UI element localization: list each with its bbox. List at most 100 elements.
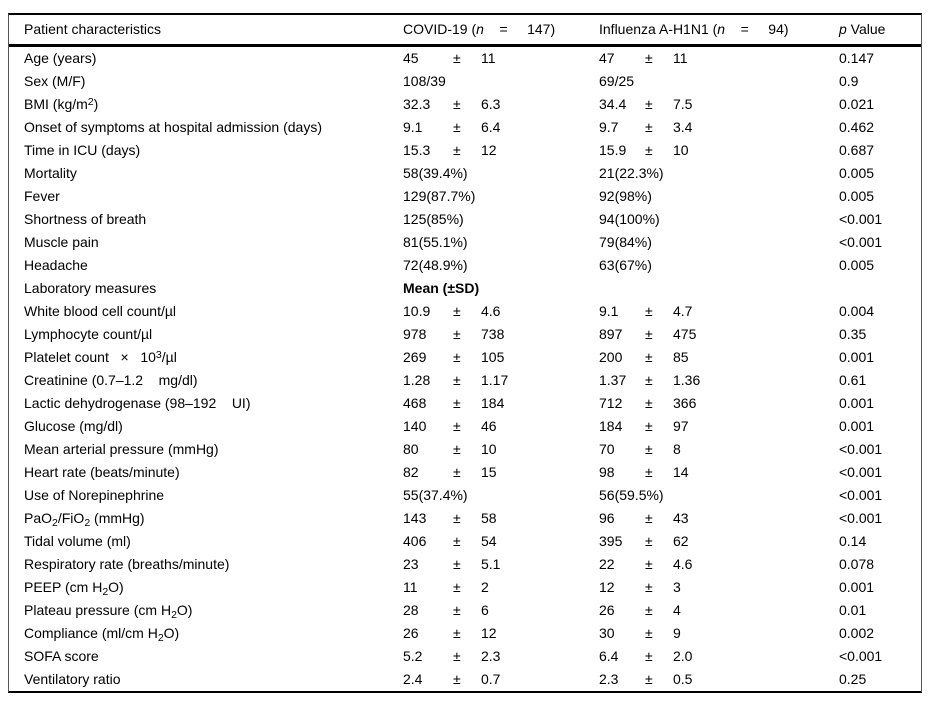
mean-value: 9.1: [403, 119, 423, 135]
table-row: White blood cell count/µl 10.9 ±4.6 9.1 ±4…: [9, 300, 921, 323]
plus-minus-symbol: ±: [645, 326, 653, 342]
mean-value: 22: [599, 556, 615, 572]
row-label: Creatinine (0.7–1.2 mg/dl): [24, 372, 198, 388]
mean-value: 96: [599, 510, 615, 526]
influenza-value-cell: 21(22.3%): [599, 162, 839, 185]
table-row: Muscle pain 81(55.1%) 79(84%) <0.001: [9, 231, 921, 254]
covid-value-cell: 55(37.4%): [403, 484, 599, 507]
influenza-value-cell: 79(84%): [599, 231, 839, 254]
patient-characteristics-table: Patient characteristics COVID-19 (n = 14…: [8, 13, 922, 693]
p-value-cell: 0.687: [839, 142, 875, 158]
row-label: White blood cell count/µl: [24, 303, 177, 319]
plus-minus-symbol: ±: [453, 510, 461, 526]
mean-value: 395: [599, 533, 623, 549]
mean-value: 5.2: [403, 648, 423, 664]
table-row: PEEP (cm H2O) 11 ±2 12 ±3 0.001: [9, 576, 921, 599]
sd-value: 0.5: [673, 671, 693, 687]
sd-value: 475: [673, 326, 697, 342]
plus-minus-symbol: ±: [645, 602, 653, 618]
sd-value: 4.6: [673, 556, 693, 572]
plus-minus-symbol: ±: [645, 441, 653, 457]
row-label: Onset of symptoms at hospital admission …: [24, 119, 323, 135]
mean-value: 82: [403, 464, 419, 480]
mean-value: 468: [403, 395, 427, 411]
row-label: Heart rate (beats/minute): [24, 464, 180, 480]
row-label: Headache: [24, 257, 88, 273]
mean-value: 140: [403, 418, 427, 434]
p-value-header-rest: Value: [846, 21, 886, 37]
plus-minus-symbol: ±: [645, 556, 653, 572]
p-value-cell: <0.001: [839, 648, 883, 664]
influenza-value-cell: 47 ±11: [599, 47, 839, 70]
plus-minus-symbol: ±: [453, 579, 461, 595]
cell-text: 21(22.3%): [599, 165, 664, 181]
p-value-cell: <0.001: [839, 211, 883, 227]
mean-value: 10.9: [403, 303, 431, 319]
influenza-header-count: = 94): [725, 21, 789, 37]
cell-text: 58(39.4%): [403, 165, 468, 181]
table-row: Ventilatory ratio 2.4 ±0.7 2.3 ±0.5 0.25: [9, 668, 921, 691]
table-row: Heart rate (beats/minute) 82 ±15 98 ±14 <0…: [9, 461, 921, 484]
covid-value-cell: 129(87.7%): [403, 185, 599, 208]
influenza-value-cell: 34.4 ±7.5: [599, 93, 839, 116]
influenza-header-prefix: Influenza A-H1N1 (: [599, 21, 718, 37]
mean-value: 30: [599, 625, 615, 641]
influenza-value-cell: 92(98%): [599, 185, 839, 208]
mean-value: 143: [403, 510, 427, 526]
sd-value: 3.4: [673, 119, 693, 135]
table-row: Use of Norepinephrine 55(37.4%) 56(59.5%…: [9, 484, 921, 507]
covid-header-n: n: [476, 21, 484, 37]
p-value-cell: 0.005: [839, 257, 875, 273]
plus-minus-symbol: ±: [453, 441, 461, 457]
mean-value: 712: [599, 395, 623, 411]
table-row: PaO2/FiO2 (mmHg) 143 ±58 96 ±43 <0.001: [9, 507, 921, 530]
header-influenza: Influenza A-H1N1 (n = 94): [599, 16, 839, 43]
plus-minus-symbol: ±: [645, 349, 653, 365]
mean-value: 2.4: [403, 671, 423, 687]
sd-value: 9: [673, 625, 681, 641]
plus-minus-symbol: ±: [453, 602, 461, 618]
influenza-value-cell: 26 ±4: [599, 599, 839, 622]
sd-value: 14: [673, 464, 689, 480]
sd-value: 366: [673, 395, 697, 411]
covid-header-count: = 147): [483, 21, 556, 37]
p-value-cell: <0.001: [839, 464, 883, 480]
influenza-value-cell: 712 ±366: [599, 392, 839, 415]
covid-value-cell: 26 ±12: [403, 622, 599, 645]
p-value-cell: 0.001: [839, 395, 875, 411]
table-row: Shortness of breath 125(85%) 94(100%) <0…: [9, 208, 921, 231]
mean-value: 1.28: [403, 372, 431, 388]
mean-value: 15.3: [403, 142, 431, 158]
p-value-cell: 0.14: [839, 533, 867, 549]
plus-minus-symbol: ±: [453, 418, 461, 434]
cell-text: 129(87.7%): [403, 188, 476, 204]
influenza-value-cell: 897 ±475: [599, 323, 839, 346]
mean-value: 15.9: [599, 142, 627, 158]
plus-minus-symbol: ±: [645, 625, 653, 641]
p-value-cell: 0.005: [839, 165, 875, 181]
plus-minus-symbol: ±: [645, 303, 653, 319]
covid-value-cell: 2.4 ±0.7: [403, 668, 599, 691]
covid-value-cell: 143 ±58: [403, 507, 599, 530]
plus-minus-symbol: ±: [453, 395, 461, 411]
p-value-cell: [839, 277, 921, 300]
sd-value: 62: [673, 533, 689, 549]
mean-value: 978: [403, 326, 427, 342]
mean-value: 6.4: [599, 648, 619, 664]
p-value-cell: 0.01: [839, 602, 867, 618]
influenza-value-cell: 15.9 ±10: [599, 139, 839, 162]
influenza-value-cell: 98 ±14: [599, 461, 839, 484]
table-header-row: Patient characteristics COVID-19 (n = 14…: [9, 15, 921, 47]
row-label: Plateau pressure (cm H2O): [24, 602, 193, 621]
p-value-cell: 0.004: [839, 303, 875, 319]
row-label: PaO2/FiO2 (mmHg): [24, 510, 145, 529]
sd-value: 3: [673, 579, 681, 595]
row-label: Mean arterial pressure (mmHg): [24, 441, 219, 457]
table-row: Headache 72(48.9%) 63(67%) 0.005: [9, 254, 921, 277]
cell-text: 56(59.5%): [599, 487, 664, 503]
header-patient-characteristics: Patient characteristics: [9, 16, 403, 43]
plus-minus-symbol: ±: [453, 50, 461, 66]
p-value-cell: <0.001: [839, 510, 883, 526]
covid-value-cell: 45 ±11: [403, 47, 599, 70]
influenza-value-cell: 70 ±8: [599, 438, 839, 461]
